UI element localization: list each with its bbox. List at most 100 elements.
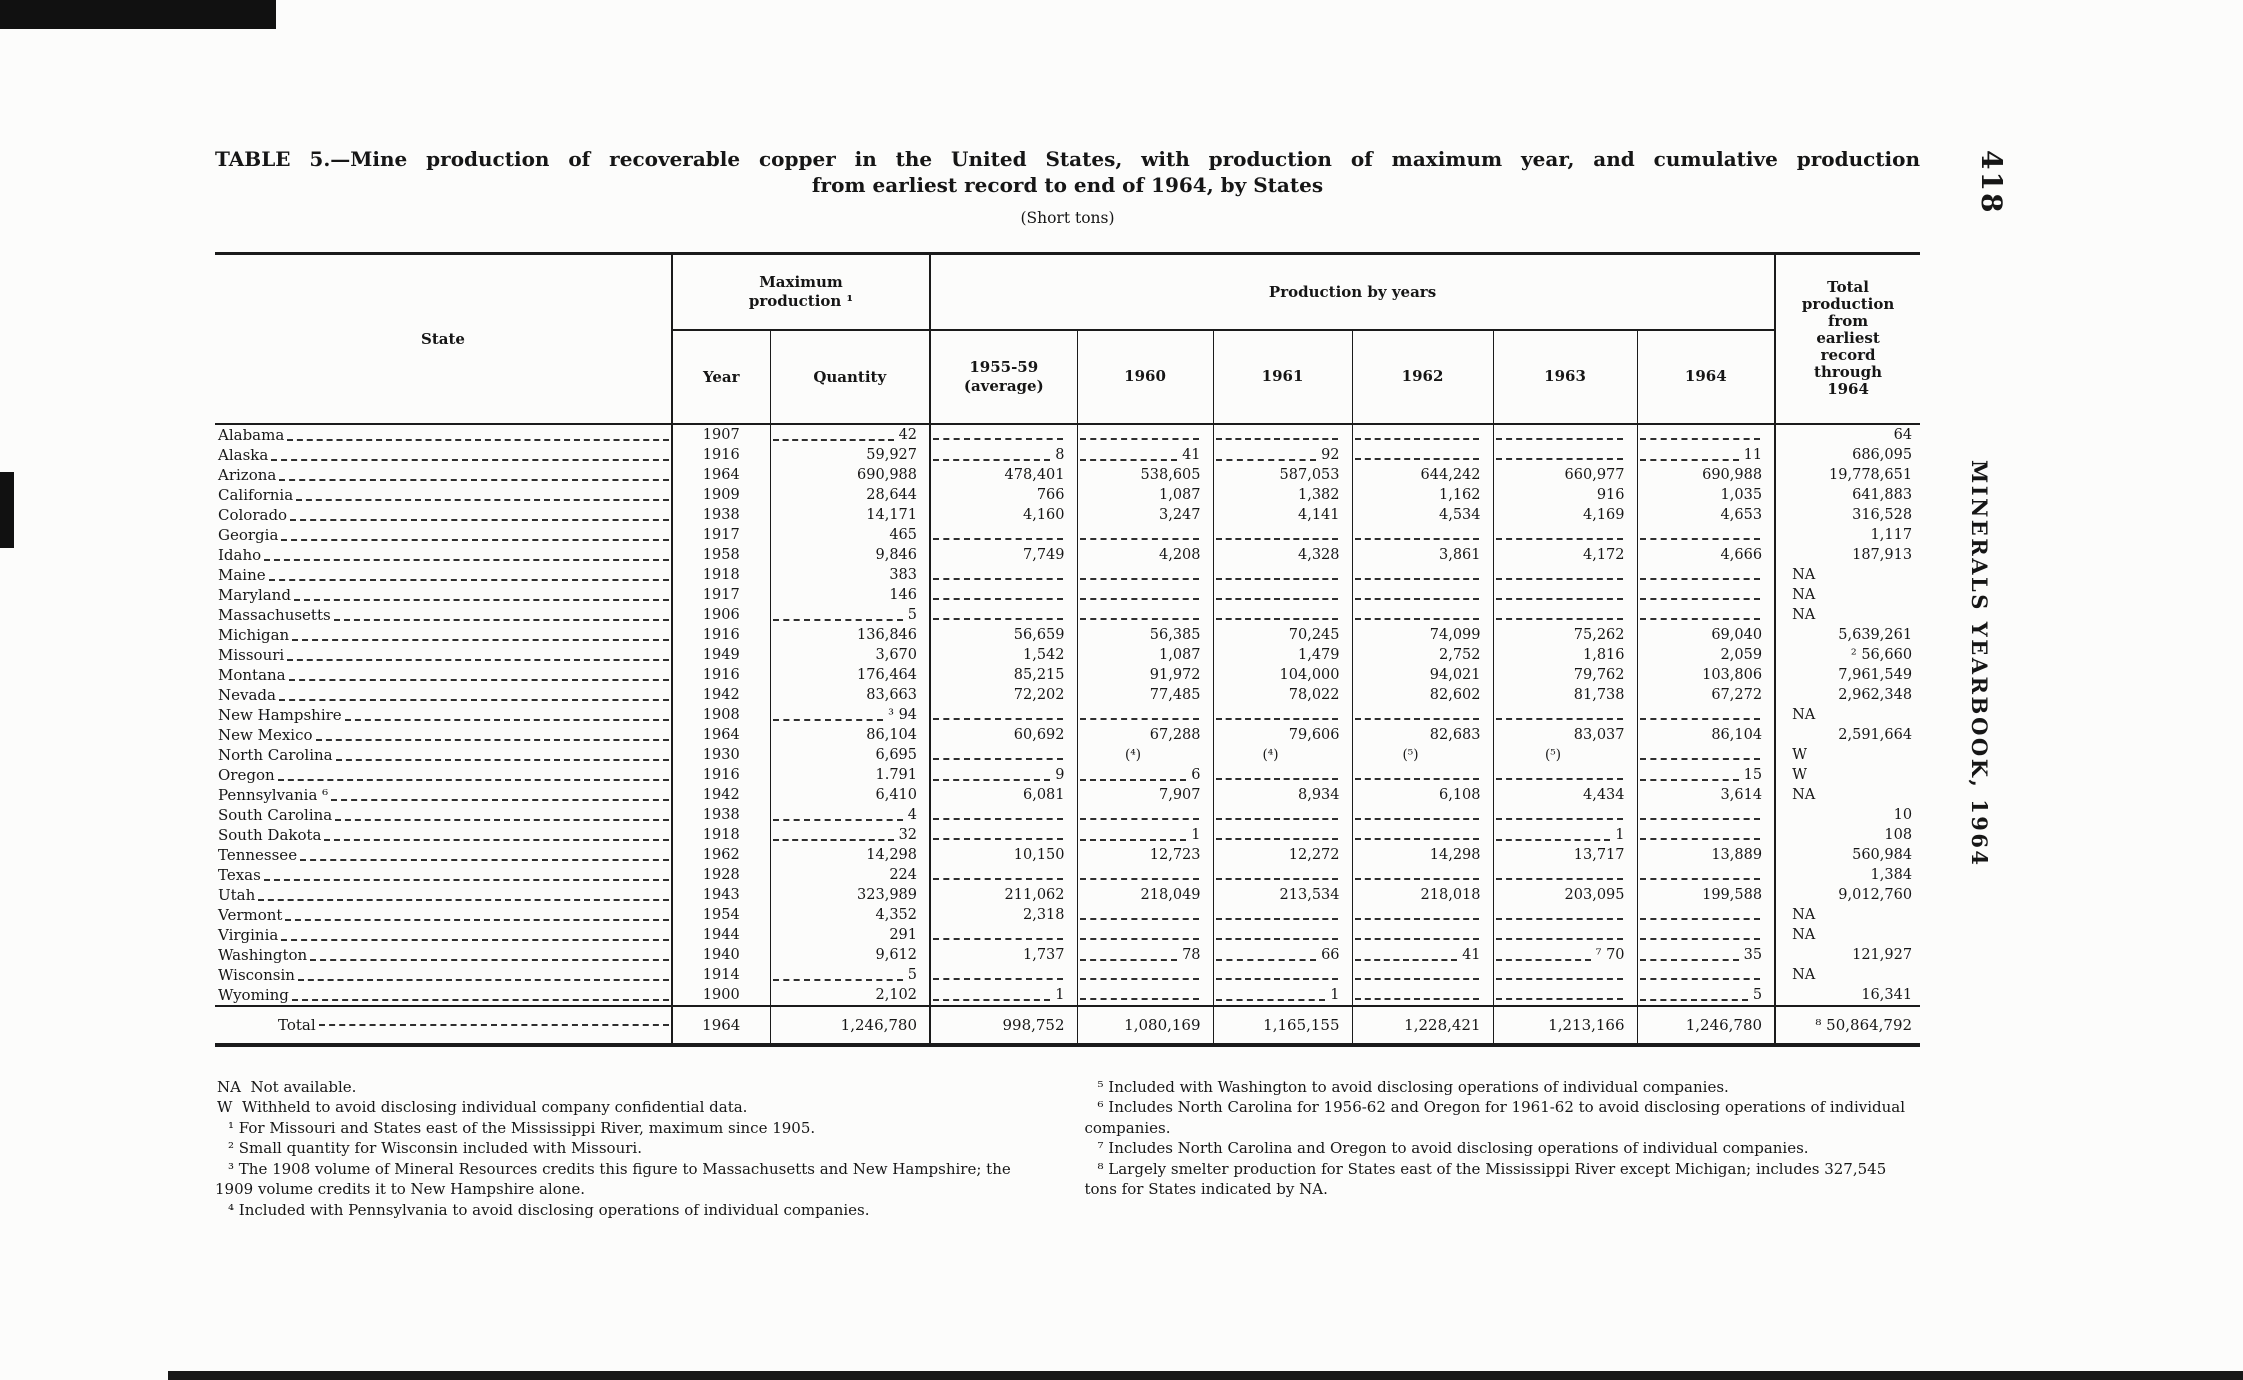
table-row: Vermont 1954 4,352 2,318 NA (215, 904, 1920, 925)
table-row: South Dakota 1918 32 1 1 108 (215, 824, 1920, 845)
production-cell: 213,534 (1213, 884, 1353, 905)
empty-cell-leader (1079, 565, 1199, 580)
cell-leader (1639, 998, 1748, 1001)
max-year-cell: 1918 (672, 824, 771, 845)
production-cell: 78,022 (1213, 684, 1353, 705)
production-cell (1493, 584, 1638, 605)
production-cell: 8 (930, 444, 1078, 465)
state-name: Wyoming (218, 985, 289, 1004)
state-name: California (218, 485, 294, 504)
state-leader (287, 438, 669, 441)
total-production-cell: 2,962,348 (1838, 686, 1913, 703)
empty-cell-leader (1639, 865, 1761, 880)
state-name: Michigan (218, 625, 290, 644)
max-year-cell: 1942 (672, 784, 771, 805)
production-cell (1493, 964, 1638, 985)
empty-cell-leader (1639, 425, 1761, 440)
production-cell: 644,242 (1352, 464, 1494, 485)
empty-cell-leader (1079, 425, 1199, 440)
max-quantity-cell: 383 (770, 564, 932, 585)
table-row: Maine 1918 383 NA (215, 564, 1920, 585)
production-cell: 91,972 (1077, 664, 1214, 685)
state-leader (278, 698, 669, 701)
production-cell: 69,040 (1637, 624, 1777, 645)
empty-cell-leader (1495, 805, 1623, 820)
production-cell (1077, 964, 1214, 985)
production-cell: 1,213,166 (1493, 1004, 1638, 1045)
production-cell (1493, 704, 1638, 725)
production-cell: 11 (1637, 444, 1777, 465)
page-content: TABLE 5.—Mine production of recoverable … (215, 146, 1921, 1221)
max-quantity-cell: 224 (770, 864, 932, 885)
production-cell: 8,934 (1213, 784, 1353, 805)
empty-cell-leader (933, 825, 1063, 840)
footnote: ³ The 1908 volume of Mineral Resources c… (215, 1159, 1016, 1199)
production-cell: 15 (1637, 764, 1777, 785)
production-cell: 13,889 (1637, 844, 1777, 865)
production-cell (930, 824, 1078, 845)
state-cell: Idaho (215, 544, 673, 565)
max-quantity-cell: 4 (770, 804, 932, 825)
cell-leader (1354, 958, 1458, 961)
production-cell (1213, 964, 1353, 985)
state-leader (318, 1023, 669, 1026)
state-name: Total (278, 1015, 316, 1034)
max-quantity-cell: 146 (770, 584, 932, 605)
empty-cell-leader (1495, 925, 1623, 940)
production-cell: 1,246,780 (1637, 1004, 1777, 1045)
production-cell: 3,861 (1352, 544, 1494, 565)
empty-cell-leader (1639, 525, 1761, 540)
production-cell (1352, 804, 1494, 825)
production-cell: 1,228,421 (1352, 1004, 1494, 1045)
production-cell: 66 (1213, 944, 1353, 965)
total-production-cell: 641,883 (1852, 486, 1913, 503)
production-cell: 766 (930, 484, 1078, 505)
empty-cell-leader (1215, 765, 1338, 780)
footnotes-left-column: NA Not available. W Withheld to avoid dis… (215, 1077, 1051, 1221)
empty-cell-leader (1354, 985, 1479, 1000)
empty-cell-leader (1354, 865, 1479, 880)
production-cell: 1 (1213, 984, 1353, 1006)
state-leader (287, 658, 669, 661)
production-cell: 218,049 (1077, 884, 1214, 905)
empty-cell-leader (1079, 585, 1199, 600)
footnote: ⁶ Includes North Carolina for 1956-62 an… (1084, 1098, 1910, 1137)
empty-cell-leader (1495, 565, 1623, 580)
max-year-cell: 1928 (672, 864, 771, 885)
state-leader (258, 898, 669, 901)
production-cell: 70,245 (1213, 624, 1353, 645)
state-name: Tennessee (218, 845, 298, 864)
production-cell: 4,328 (1213, 544, 1353, 565)
max-quantity-cell: 3,670 (770, 644, 932, 665)
production-cell: 199,588 (1637, 884, 1777, 905)
max-quantity-cell: 42 (770, 423, 932, 445)
production-cell: 690,988 (1637, 464, 1777, 485)
production-cell (1637, 824, 1777, 845)
production-cell: 203,095 (1493, 884, 1638, 905)
production-cell (930, 584, 1078, 605)
col-header-quantity: Quantity (770, 329, 932, 425)
production-cell: 78 (1077, 944, 1214, 965)
state-leader (291, 998, 669, 1001)
footnote: ⁴ Included with Pennsylvania to avoid di… (228, 1200, 870, 1219)
production-cell: 998,752 (930, 1004, 1078, 1045)
state-leader (271, 458, 669, 461)
production-cell (1213, 524, 1353, 545)
empty-cell-leader (933, 525, 1063, 540)
max-quantity-cell: 465 (770, 524, 932, 545)
production-cell: 1 (1077, 824, 1214, 845)
empty-cell-leader (1495, 765, 1623, 780)
state-leader (264, 558, 669, 561)
state-name: Virginia (218, 925, 279, 944)
state-cell: Arizona (215, 464, 673, 485)
scan-artifact (0, 0, 276, 29)
max-year-cell: 1909 (672, 484, 771, 505)
table-row: Wyoming 1900 2,102 1 1 5 16,341 (215, 984, 1920, 1006)
production-cell (1077, 904, 1214, 925)
state-cell: South Dakota (215, 824, 673, 845)
max-quantity-cell: 136,846 (770, 624, 932, 645)
max-quantity-cell: 86,104 (770, 724, 932, 745)
state-cell: Colorado (215, 504, 673, 525)
cell-leader (933, 998, 1051, 1001)
empty-cell-leader (933, 925, 1063, 940)
